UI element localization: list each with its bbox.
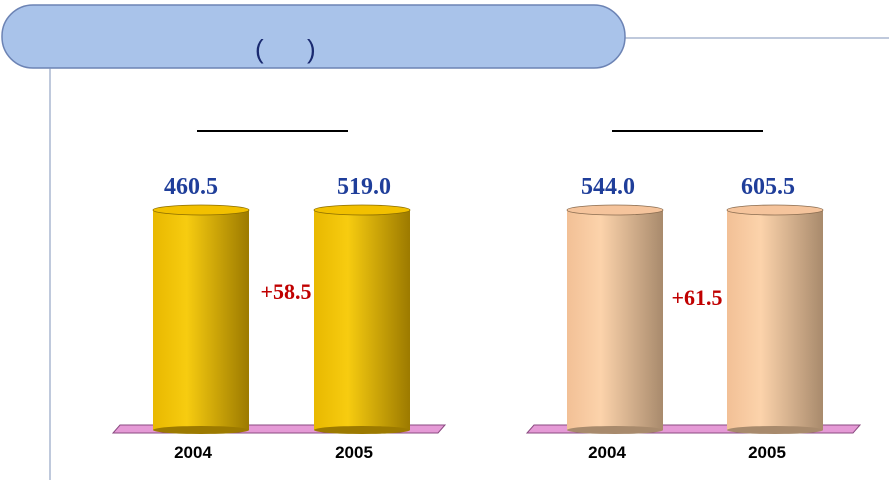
value-label: 519.0	[337, 174, 391, 200]
year-label: 2005	[335, 443, 373, 462]
year-label: 2004	[588, 443, 626, 462]
change-label: +61.5	[671, 285, 722, 310]
value-label: 605.5	[741, 174, 795, 200]
title-pill	[1, 4, 626, 69]
cylinder	[313, 204, 411, 434]
title: ( )	[255, 34, 316, 64]
year-label: 2005	[748, 443, 786, 462]
panel: 544.0 605.5 +61.5 2004 2005	[525, 130, 862, 462]
value-label: 460.5	[164, 174, 218, 200]
cylinder	[566, 204, 664, 434]
panel: 460.5 519.0 +58.5 2004 2005	[111, 130, 447, 462]
value-label: 544.0	[581, 174, 635, 200]
year-label: 2004	[174, 443, 212, 462]
cylinder	[726, 204, 824, 434]
cylinder	[152, 204, 250, 434]
change-label: +58.5	[260, 279, 311, 304]
